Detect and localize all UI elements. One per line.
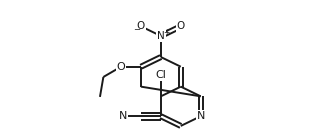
Text: Cl: Cl [156, 70, 166, 80]
Text: O: O [177, 21, 185, 31]
Text: N: N [119, 111, 127, 121]
Text: +: + [163, 28, 170, 37]
Text: N: N [157, 31, 165, 41]
Text: N: N [197, 111, 205, 121]
Text: O: O [137, 21, 145, 31]
Text: −: − [133, 25, 140, 34]
Text: O: O [117, 62, 125, 72]
